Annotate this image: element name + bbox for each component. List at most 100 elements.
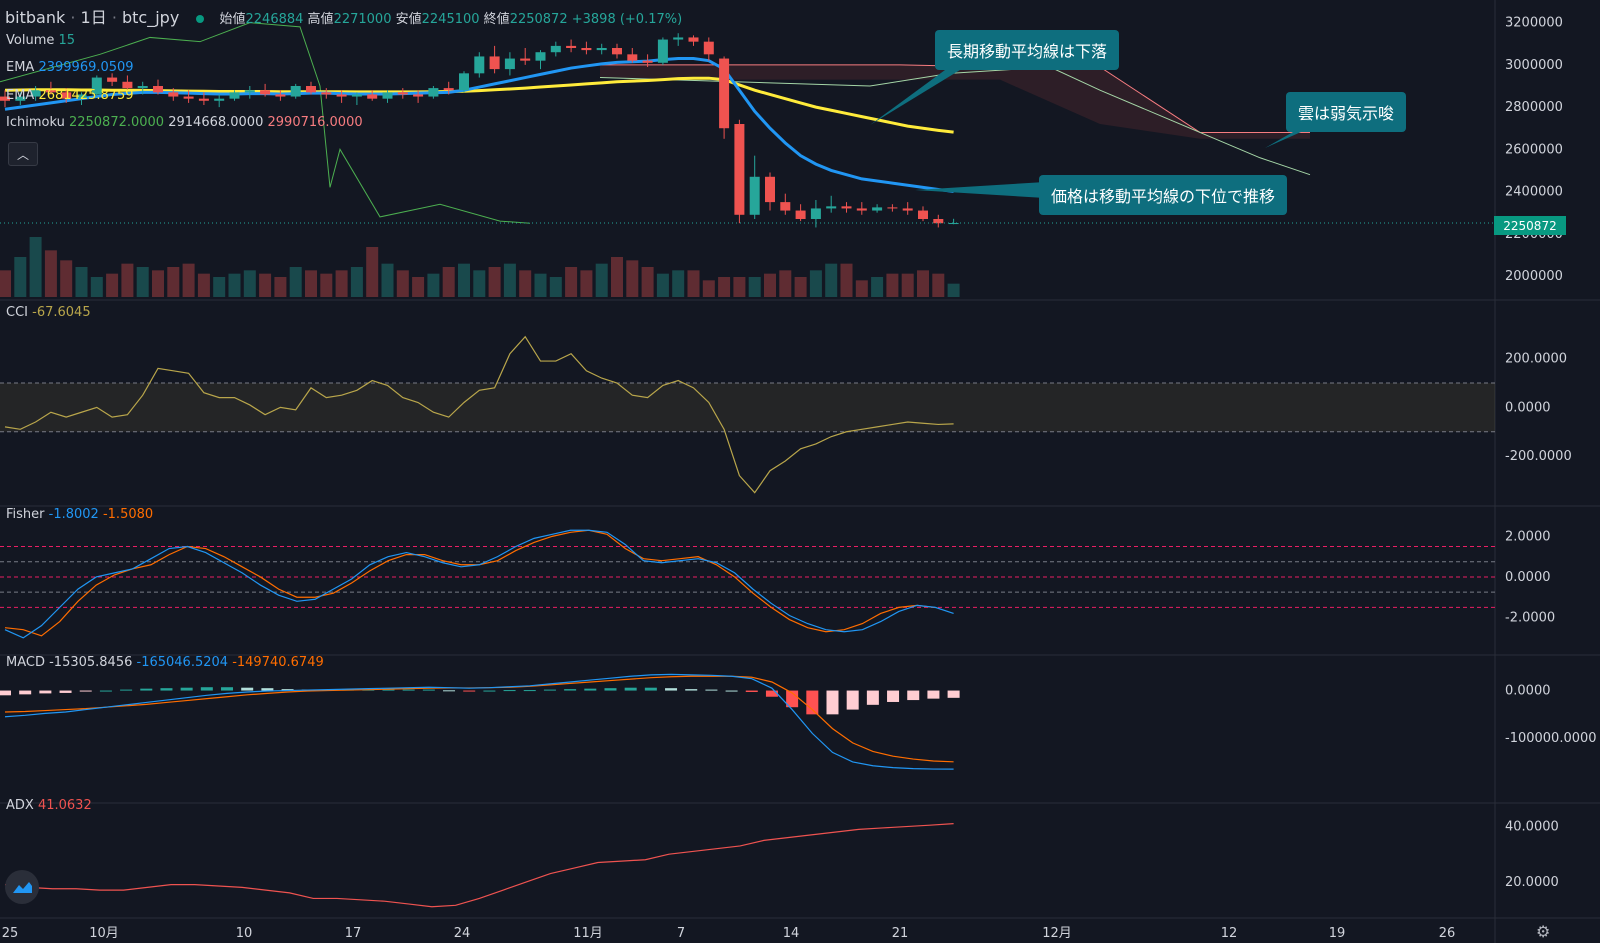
volume-bar xyxy=(825,263,838,297)
macd-histogram-bar xyxy=(806,690,819,715)
candle-body xyxy=(0,96,10,101)
volume-bar xyxy=(794,277,807,297)
time-axis-tick: 7 xyxy=(677,926,685,941)
price-axis-tick: 2600000 xyxy=(1505,142,1563,157)
candle-body xyxy=(520,58,531,61)
legend-volume[interactable]: Volume 15 xyxy=(6,33,75,48)
volume-bar xyxy=(473,270,486,297)
macd-histogram-bar xyxy=(604,688,617,691)
legend-ichimoku-v2: 2914668.0000 xyxy=(168,115,264,130)
annotation-cloud-bearish[interactable]: 雲は弱気示唆 xyxy=(1286,92,1407,132)
ichimoku-span-a xyxy=(599,66,1311,176)
candle-body xyxy=(780,202,791,211)
candle-body xyxy=(703,41,714,55)
legend-cci[interactable]: CCI -67.6045 xyxy=(6,305,91,320)
settings-gear-icon[interactable]: ⚙ xyxy=(1536,922,1551,941)
candle-body xyxy=(91,77,102,95)
time-axis-tick: 14 xyxy=(783,926,800,941)
candle-body xyxy=(612,48,622,55)
cloud-logo-icon xyxy=(13,882,32,893)
price-axis-tick: 3000000 xyxy=(1505,58,1563,73)
legend-adx-value: 41.0632 xyxy=(37,798,92,813)
macd-histogram-bar xyxy=(443,690,456,692)
volume-bar xyxy=(121,263,134,297)
close-value: 2250872 xyxy=(509,12,568,27)
macd-histogram-bar xyxy=(402,689,415,691)
volume-bar xyxy=(809,270,822,297)
candle-body xyxy=(872,207,883,211)
macd-histogram-bar xyxy=(745,690,758,692)
volume-bar xyxy=(136,267,149,297)
legend-adx[interactable]: ADX 41.0632 xyxy=(6,798,92,813)
candle-body xyxy=(459,73,469,91)
candle-body xyxy=(198,98,209,101)
collapse-legend-button[interactable]: ︿ xyxy=(8,142,38,166)
volume-bar xyxy=(672,270,685,297)
adx-axis-tick: 40.0000 xyxy=(1505,820,1559,835)
legend-volume-name: Volume xyxy=(6,33,55,48)
candle-body xyxy=(413,94,424,97)
time-axis-tick: 11月 xyxy=(573,926,603,941)
volume-bar xyxy=(764,273,776,297)
volume-bar xyxy=(840,263,853,297)
open-value: 2246884 xyxy=(245,12,304,27)
legend-fisher[interactable]: Fisher -1.8002 -1.5080 xyxy=(6,507,153,522)
volume-bar xyxy=(702,280,715,297)
legend-ichimoku-name: Ichimoku xyxy=(6,115,65,130)
legend-fisher-v2: -1.5080 xyxy=(102,507,154,522)
legend-ema-long[interactable]: EMA 2681425.8759 xyxy=(6,88,134,103)
exchange-name: bitbank xyxy=(5,8,66,27)
volume-bar xyxy=(335,270,348,297)
symbol-label[interactable]: btc_jpy xyxy=(122,8,180,27)
candle-body xyxy=(290,86,301,97)
volume-bar xyxy=(458,263,470,297)
macd-histogram-bar xyxy=(99,690,112,692)
time-axis-tick: 17 xyxy=(345,926,362,941)
candle-body xyxy=(841,206,852,209)
legend-macd-name: MACD xyxy=(6,655,45,670)
candle-body xyxy=(428,88,439,97)
macd-histogram-bar xyxy=(927,690,940,699)
fisher-line xyxy=(4,529,954,639)
candle-body xyxy=(15,96,26,101)
volume-bar xyxy=(167,267,180,297)
legend-volume-value: 15 xyxy=(58,33,76,48)
interval-label[interactable]: 1日 xyxy=(80,8,107,27)
ichimoku-cloud xyxy=(600,64,1310,139)
macd-histogram-bar xyxy=(140,688,153,691)
time-axis-tick: 21 xyxy=(892,926,909,941)
volume-bar xyxy=(687,270,700,297)
fisher-axis-tick: -2.0000 xyxy=(1505,611,1555,626)
legend-ema-short[interactable]: EMA 2399969.0509 xyxy=(6,60,134,75)
candle-body xyxy=(933,219,944,224)
annotation-long-ma-falling[interactable]: 長期移動平均線は下落 xyxy=(935,30,1120,70)
candle-body xyxy=(719,58,730,129)
volume-bar xyxy=(886,273,899,297)
legend-ichimoku[interactable]: Ichimoku 2250872.0000 2914668.0000 29907… xyxy=(6,115,363,130)
candle-body xyxy=(765,176,775,203)
tradingview-logo[interactable] xyxy=(5,870,39,904)
legend-macd[interactable]: MACD -15305.8456 -165046.5204 -149740.67… xyxy=(6,655,324,670)
volume-bar xyxy=(366,247,379,297)
candle-body xyxy=(229,92,240,99)
macd-histogram-bar xyxy=(59,690,72,693)
volume-bar xyxy=(75,267,88,297)
candle-body xyxy=(474,56,485,74)
legend-macd-v2: -165046.5204 xyxy=(136,655,229,670)
candle-body xyxy=(382,92,393,99)
chevron-up-icon: ︿ xyxy=(16,147,29,162)
macd-histogram-bar xyxy=(120,689,133,691)
volume-bar xyxy=(718,277,731,297)
candle-body xyxy=(749,176,760,215)
candle-body xyxy=(168,92,179,97)
annotation-price-below-ma[interactable]: 価格は移動平均線の下位で推移 xyxy=(1039,175,1288,215)
macd-histogram-bar xyxy=(0,690,11,696)
adx-line xyxy=(4,823,954,908)
volume-bar xyxy=(14,257,27,297)
macd-histogram-bar xyxy=(241,687,254,691)
candle-body xyxy=(902,208,913,211)
candle-body xyxy=(734,124,745,215)
candle-body xyxy=(581,48,592,51)
